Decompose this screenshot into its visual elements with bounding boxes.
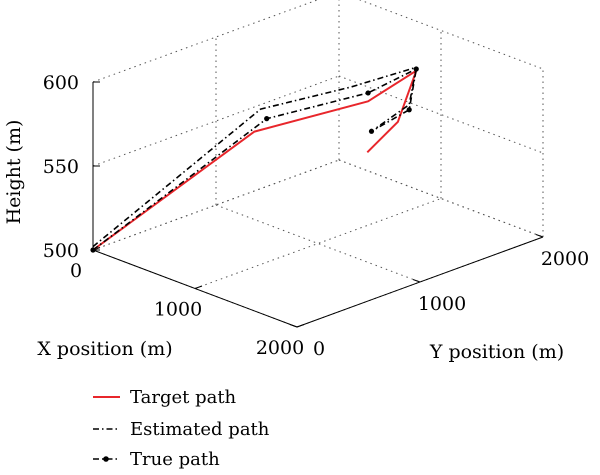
y-tick-label-1000: 1000 bbox=[418, 293, 466, 315]
series-point-true-path bbox=[90, 247, 96, 253]
z-axis-label: Height (m) bbox=[3, 120, 25, 225]
legend-label-estimated-path: Estimated path bbox=[130, 419, 270, 440]
series-point-true-path bbox=[365, 90, 371, 96]
legend: Target path Estimated path True path bbox=[93, 387, 270, 470]
z-tick-label-600: 600 bbox=[43, 72, 79, 94]
x-tick-label-0: 0 bbox=[70, 260, 82, 282]
series-point-true-path bbox=[264, 116, 270, 122]
floor-grid-line-x bbox=[194, 198, 442, 289]
series-point-true-path bbox=[413, 66, 419, 72]
z-tick-label-550: 550 bbox=[43, 156, 79, 178]
y-tick-label-0: 0 bbox=[313, 338, 325, 360]
series-line-true-path bbox=[92, 68, 418, 251]
legend-label-target-path: Target path bbox=[130, 387, 237, 408]
legend-marker-true-path bbox=[103, 456, 109, 462]
series-line-target-path bbox=[92, 69, 418, 251]
y-axis-label: Y position (m) bbox=[429, 341, 564, 363]
grid-lines bbox=[92, 0, 544, 328]
series-point-true-path bbox=[368, 128, 375, 134]
x-tick-label-1000: 1000 bbox=[154, 299, 202, 321]
wall-grid-line-horizontal bbox=[358, 0, 544, 70]
x-axis-label: X position (m) bbox=[37, 338, 172, 360]
wall-grid-line-horizontal bbox=[92, 0, 319, 83]
floor-grid-line-y bbox=[215, 204, 421, 283]
wall-grid-line-horizontal bbox=[338, 159, 544, 238]
y-tick-mark bbox=[289, 324, 298, 328]
y-tick-mark bbox=[412, 279, 421, 283]
y-tick-mark bbox=[535, 234, 544, 238]
x-tick-label-2000: 2000 bbox=[256, 337, 304, 359]
series-line-estimated-path bbox=[92, 66, 418, 248]
wall-grid-line-horizontal bbox=[338, 75, 544, 154]
legend-label-true-path: True path bbox=[130, 449, 220, 470]
y-ticks: 0 1000 2000 bbox=[313, 248, 589, 360]
z-tick-label-500: 500 bbox=[43, 240, 79, 262]
z-ticks: 500 550 600 bbox=[43, 72, 79, 262]
series-point-true-path bbox=[406, 107, 412, 113]
series bbox=[90, 66, 419, 253]
y-tick-label-2000: 2000 bbox=[541, 248, 589, 270]
axes bbox=[92, 81, 544, 328]
x-tick-mark bbox=[194, 285, 203, 289]
x-ticks: 0 1000 2000 bbox=[70, 260, 304, 359]
x-tick-mark bbox=[296, 324, 305, 328]
